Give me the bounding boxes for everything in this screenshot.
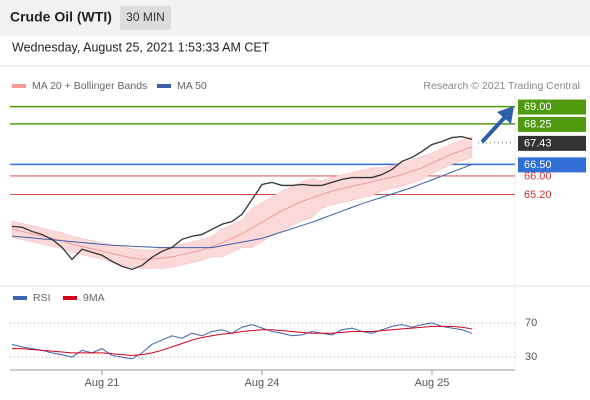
header-bar [0,0,590,36]
series-line [11,146,473,260]
x-tick-label: Aug 25 [415,377,450,389]
arrow-head [497,106,514,124]
legend-swatch [13,296,27,300]
y-tick-label: 30 [525,351,537,363]
level-label: 65.20 [524,189,552,201]
level-label-box [518,135,586,151]
bollinger-band [11,136,473,269]
date: Wednesday, August 25, 2021 1:53:33 AM CE… [12,40,270,54]
y-tick-label: 70 [525,317,537,329]
credit: Research © 2021 Trading Central [423,80,580,92]
level-label-box [518,99,586,115]
x-tick-label: Aug 24 [245,377,280,389]
title: Crude Oil (WTI) [10,9,112,25]
level-label: 68.25 [524,118,552,130]
legend-label: 9MA [83,292,105,304]
legend-label: RSI [33,292,51,304]
forecast-arrow [480,106,514,144]
legend-swatch [63,296,77,300]
legend-label: MA 20 + Bollinger Bands [32,80,147,92]
level-label: 66.00 [524,170,552,182]
timeframe-badge [120,6,171,30]
level-label: 67.43 [524,137,552,149]
arrow-shaft [480,114,508,144]
legend-label: MA 50 [177,80,207,92]
rsi-panel: 30 70 RSI 9MA Aug 21 Aug 24 Aug 25 [10,292,537,389]
legend-swatch [157,84,171,88]
level-label-box [518,116,586,132]
price-line [11,135,473,271]
x-tick-label: Aug 21 [85,377,120,389]
level-label-box [518,157,586,173]
series-line [11,163,473,249]
legend-swatch [12,84,26,88]
series-line [12,325,473,356]
level-label: 69.00 [524,101,552,113]
level-label: 66.50 [524,159,552,171]
series-line [11,322,473,360]
timeframe: 30 MIN [126,10,165,24]
